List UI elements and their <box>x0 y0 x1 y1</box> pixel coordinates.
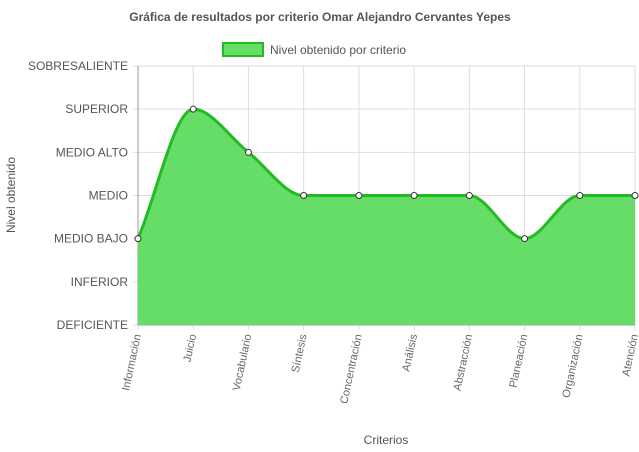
x-tick-label: Atención <box>620 333 639 377</box>
y-tick-label: SUPERIOR <box>65 102 128 116</box>
area-layer <box>136 107 635 326</box>
x-tick-label: Juicio <box>182 333 200 363</box>
y-tick-label: DEFICIENTE <box>57 318 128 332</box>
x-tick-label: Información <box>120 333 144 392</box>
data-point[interactable] <box>244 148 252 156</box>
y-tick-label: INFERIOR <box>71 275 129 289</box>
points-layer <box>134 105 639 243</box>
x-tick-label: Concentración <box>338 333 364 405</box>
data-point[interactable] <box>355 192 363 199</box>
chart-title: Gráfica de resultados por criterio Omar … <box>129 10 511 24</box>
y-tick-label: MEDIO BAJO <box>54 232 128 246</box>
data-point[interactable] <box>576 192 584 199</box>
x-tick-label: Planeación <box>507 333 530 389</box>
y-ticks: DEFICIENTE INFERIOR MEDIO BAJO MEDIO MEDIO A… <box>28 59 128 332</box>
legend-label[interactable]: Nivel obtenido por criterio <box>270 43 406 57</box>
data-point[interactable] <box>465 192 473 199</box>
data-point[interactable] <box>134 235 142 243</box>
x-tick-label: Vocabulario <box>231 333 255 392</box>
x-ticks: Información Juicio Vocabulario Síntesis Conc… <box>120 333 639 405</box>
y-axis-title: Nivel obtenido <box>4 157 18 233</box>
x-tick-label: Organización <box>560 333 585 399</box>
x-tick-label: Síntesis <box>290 333 310 374</box>
legend-swatch[interactable] <box>222 42 264 57</box>
data-point[interactable] <box>300 192 308 199</box>
y-tick-label: MEDIO ALTO <box>56 145 128 159</box>
series-area-fill <box>138 109 635 326</box>
x-tick-label: Abstracción <box>452 333 476 392</box>
series-line <box>136 107 635 241</box>
legend[interactable]: Nivel obtenido por criterio <box>222 42 406 57</box>
x-tick-label: Análisis <box>400 333 420 373</box>
y-tick-label: SOBRESALIENTE <box>28 59 128 73</box>
y-tick-label: MEDIO <box>89 189 128 203</box>
data-point[interactable] <box>631 192 639 199</box>
x-axis-title: Criterios <box>364 433 409 447</box>
data-point[interactable] <box>410 192 418 199</box>
data-point[interactable] <box>189 105 197 113</box>
data-point[interactable] <box>521 235 529 243</box>
